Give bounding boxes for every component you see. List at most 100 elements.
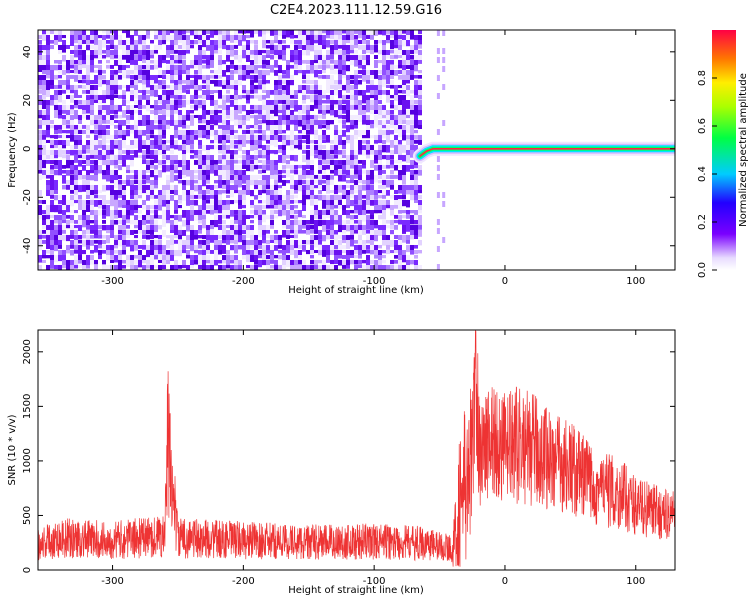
- heatmap-cell: [102, 240, 106, 244]
- heatmap-cell: [246, 185, 250, 191]
- heatmap-cell: [394, 250, 398, 254]
- heatmap-cell: [202, 240, 206, 246]
- heatmap-cell: [250, 180, 254, 186]
- heatmap-cell: [206, 75, 210, 83]
- heatmap-cell: [306, 195, 310, 200]
- heatmap-cell: [218, 195, 222, 203]
- heatmap-cell: [46, 155, 50, 160]
- heatmap-cell: [310, 190, 314, 198]
- heatmap-cell: [110, 245, 114, 252]
- heatmap-cell: [202, 125, 206, 131]
- heatmap-cell: [146, 250, 150, 258]
- heatmap-cell: [418, 170, 422, 176]
- heatmap-cell: [166, 235, 170, 239]
- heatmap-cell: [274, 205, 278, 209]
- heatmap-cell: [46, 140, 50, 143]
- heatmap-cell: [174, 235, 178, 239]
- heatmap-cell: [70, 115, 74, 123]
- heatmap-cell: [226, 140, 230, 143]
- heatmap-cell: [386, 75, 390, 83]
- heatmap-cell: [386, 155, 390, 162]
- heatmap-cell: [118, 165, 122, 171]
- heatmap-cell: [402, 75, 406, 82]
- heatmap-cell: [246, 225, 250, 231]
- heatmap-cell: [250, 175, 254, 183]
- heatmap-cell: [90, 145, 94, 151]
- heatmap-cell: [374, 70, 378, 77]
- heatmap-cell: [406, 75, 410, 83]
- heatmap-cell: [286, 240, 290, 246]
- heatmap-cell: [82, 30, 86, 38]
- heatmap-cell: [310, 245, 314, 253]
- heatmap-cell: [318, 195, 322, 201]
- heatmap-cell: [190, 145, 194, 150]
- heatmap-cell: [254, 235, 258, 242]
- heatmap-cell: [358, 145, 362, 153]
- heatmap-cell: [386, 175, 390, 179]
- heatmap-cell: [90, 115, 94, 121]
- heatmap-cell: [350, 150, 354, 158]
- heatmap-cell: [290, 220, 294, 226]
- heatmap-cell: [282, 55, 286, 61]
- heatmap-cell: [410, 30, 414, 38]
- heatmap-cell: [202, 200, 206, 207]
- heatmap-cell: [354, 165, 358, 173]
- heatmap-cell: [194, 95, 198, 100]
- heatmap-cell: [62, 40, 66, 46]
- heatmap-cell: [298, 115, 302, 121]
- heatmap-cell: [214, 185, 218, 189]
- heatmap-cell: [146, 170, 150, 173]
- heatmap-cell: [322, 135, 326, 140]
- heatmap-cell: [94, 235, 98, 239]
- heatmap-cell: [74, 50, 78, 58]
- heatmap-cell: [98, 40, 102, 48]
- heatmap-cell: [338, 185, 342, 193]
- heatmap-cell: [358, 65, 362, 69]
- heatmap-cell: [90, 55, 94, 62]
- heatmap-cell: [274, 190, 278, 197]
- heatmap-cell: [414, 180, 418, 188]
- heatmap-cell: [122, 180, 126, 184]
- heatmap-cell: [66, 130, 70, 134]
- heatmap-cell: [290, 140, 294, 147]
- heatmap-cell: [238, 215, 242, 223]
- heatmap-cell: [66, 260, 70, 267]
- heatmap-cell: [326, 110, 330, 114]
- heatmap-cell: [390, 165, 394, 169]
- heatmap-cell: [150, 55, 154, 59]
- heatmap-cell: [290, 245, 294, 252]
- heatmap-cell: [334, 125, 338, 131]
- heatmap-cell: [82, 220, 86, 228]
- heatmap-cell: [202, 120, 206, 124]
- heatmap-cell: [326, 225, 330, 230]
- heatmap-cell: [418, 85, 422, 91]
- heatmap-cell: [42, 95, 46, 100]
- heatmap-cell: [342, 240, 346, 244]
- heatmap-cell: [234, 40, 238, 44]
- heatmap-cell: [298, 200, 302, 204]
- heatmap-cell: [222, 175, 226, 180]
- heatmap-cell: [302, 80, 306, 84]
- heatmap-cell: [78, 140, 82, 147]
- heatmap-cell: [410, 55, 414, 60]
- heatmap-cell: [190, 150, 194, 154]
- heatmap-cell: [206, 150, 210, 158]
- heatmap-cell: [338, 245, 342, 250]
- heatmap-cell: [94, 115, 98, 121]
- heatmap-cell: [98, 75, 102, 80]
- heatmap-cell: [358, 105, 362, 113]
- heatmap-cell: [114, 110, 118, 115]
- heatmap-cell: [414, 215, 418, 221]
- heatmap-cell: [298, 260, 302, 265]
- heatmap-cell: [202, 250, 206, 257]
- heatmap-cell: [166, 160, 170, 164]
- heatmap-cell: [310, 230, 314, 234]
- heatmap-cell: [162, 90, 166, 96]
- heatmap-cell: [158, 245, 162, 252]
- heatmap-cell: [198, 130, 202, 138]
- heatmap-cell: [214, 90, 218, 93]
- heatmap-cell: [138, 50, 142, 58]
- heatmap-cell: [318, 150, 322, 156]
- heatmap-cell: [258, 185, 262, 190]
- heatmap-cell: [70, 60, 74, 68]
